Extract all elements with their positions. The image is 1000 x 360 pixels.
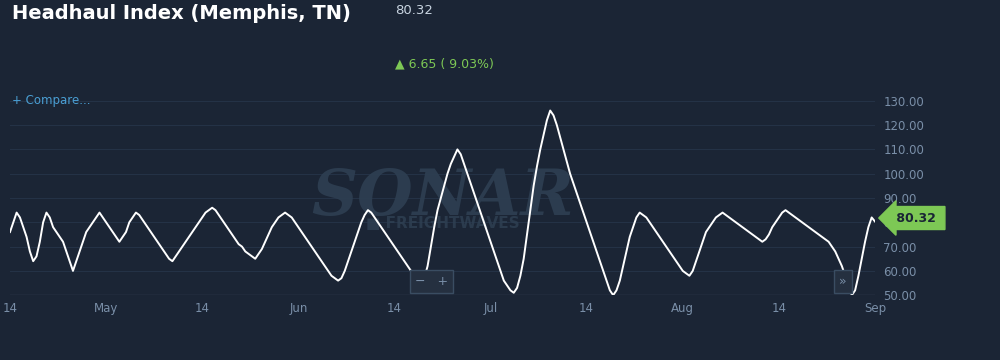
Text: ▲ 6.65 ( 9.03%): ▲ 6.65 ( 9.03%) (395, 58, 494, 71)
Text: Headhaul Index (Memphis, TN): Headhaul Index (Memphis, TN) (12, 4, 351, 23)
Text: 80.32: 80.32 (395, 4, 433, 17)
Text: »: » (839, 275, 847, 288)
Text: ■ FREIGHTWAVES: ■ FREIGHTWAVES (366, 216, 519, 231)
Text: + Compare...: + Compare... (12, 94, 90, 107)
Text: SONAR: SONAR (311, 167, 574, 229)
Text: 80.32: 80.32 (892, 212, 940, 225)
Text: −   +: − + (415, 275, 448, 288)
